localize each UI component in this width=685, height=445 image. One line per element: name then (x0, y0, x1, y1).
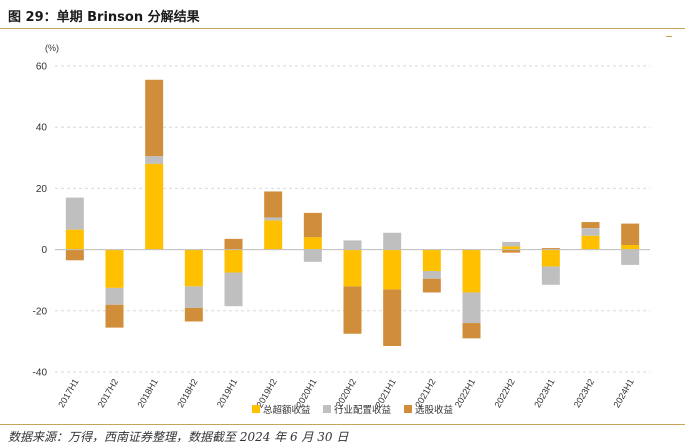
bar-industry (422, 271, 441, 279)
x-tick-label: 2017H2 (96, 377, 120, 409)
x-tick-label: 2019H1 (215, 377, 239, 409)
bars (65, 79, 640, 346)
bar-industry (145, 156, 164, 164)
x-tick-label: 2022H2 (492, 377, 516, 409)
bar-selection (264, 191, 283, 218)
bar-industry (303, 249, 322, 262)
brinson-chart: (%) 60 40 20 0 -20 -40 2017H1 2017H2 2018H1 2018H2… (33, 43, 650, 416)
bar-selection (383, 289, 402, 346)
legend-swatch (404, 405, 412, 413)
bar-industry (541, 266, 560, 285)
page-title: 图 29：单期 Brinson 分解结果 (8, 10, 200, 25)
source-note: 数据来源：万得，西南证券整理，数据截至 2024 年 6 月 30 日 (8, 430, 349, 444)
bar-total (65, 229, 84, 250)
bar-industry (383, 232, 402, 250)
y-tick-label: 0 (41, 245, 47, 256)
bar-total (581, 235, 600, 250)
x-tick-label: 2018H1 (135, 377, 159, 409)
bar-total (462, 249, 481, 293)
bar-selection (502, 249, 521, 253)
bar-industry (184, 286, 203, 308)
bar-industry (502, 241, 521, 247)
y-tick-label: -40 (33, 368, 48, 379)
x-tick-label: 2023H2 (572, 377, 596, 409)
x-tick-label: 2017H1 (56, 377, 80, 409)
legend: 总超额收益 行业配置收益 选股收益 (252, 404, 454, 416)
legend-label: 总超额收益 (263, 404, 311, 416)
x-tick-label: 2018H2 (175, 377, 199, 409)
bar-total (541, 249, 560, 267)
bar-selection (422, 278, 441, 293)
bar-selection (105, 304, 124, 328)
bar-total (422, 249, 441, 272)
y-tick-label: 40 (36, 123, 48, 134)
bar-industry (224, 272, 243, 307)
legend-swatch (323, 405, 331, 413)
bar-selection (224, 238, 243, 250)
x-tick-label: 2022H1 (453, 377, 477, 409)
bar-selection (65, 249, 84, 261)
bar-total (343, 249, 362, 287)
y-tick-label: 60 (36, 62, 48, 73)
bar-total (224, 249, 243, 273)
axes: (%) 60 40 20 0 -20 -40 2017H1 2017H2 2018H1 2018H2… (33, 43, 650, 409)
bar-selection (184, 307, 203, 322)
y-tick-label: 20 (36, 184, 48, 195)
bar-total (383, 249, 402, 290)
bar-total (105, 249, 124, 288)
bar-total (303, 237, 322, 250)
bar-selection (621, 223, 640, 246)
bar-industry (621, 249, 640, 265)
bar-selection (462, 323, 481, 339)
bar-industry (343, 240, 362, 250)
bar-industry (581, 228, 600, 236)
bar-selection (581, 222, 600, 229)
bar-selection (303, 212, 322, 238)
bar-total (502, 246, 521, 250)
legend-swatch (252, 405, 260, 413)
y-axis-unit: (%) (45, 43, 59, 53)
bar-total (621, 245, 640, 250)
corner-mark (666, 36, 672, 37)
bar-total (145, 163, 164, 250)
bottom-divider (0, 424, 685, 425)
bar-industry (65, 197, 84, 230)
legend-label: 选股收益 (415, 404, 454, 416)
top-divider (0, 28, 685, 29)
bar-total (264, 220, 283, 250)
bar-selection (343, 286, 362, 334)
bar-industry (264, 217, 283, 221)
y-tick-label: -20 (33, 306, 48, 317)
bar-total (184, 249, 203, 287)
x-tick-label: 2024H1 (611, 377, 635, 409)
bar-selection (541, 248, 560, 250)
bar-industry (105, 287, 124, 305)
x-tick-label: 2023H1 (532, 377, 556, 409)
bar-industry (462, 292, 481, 324)
legend-label: 行业配置收益 (334, 404, 392, 416)
bar-selection (145, 79, 164, 157)
